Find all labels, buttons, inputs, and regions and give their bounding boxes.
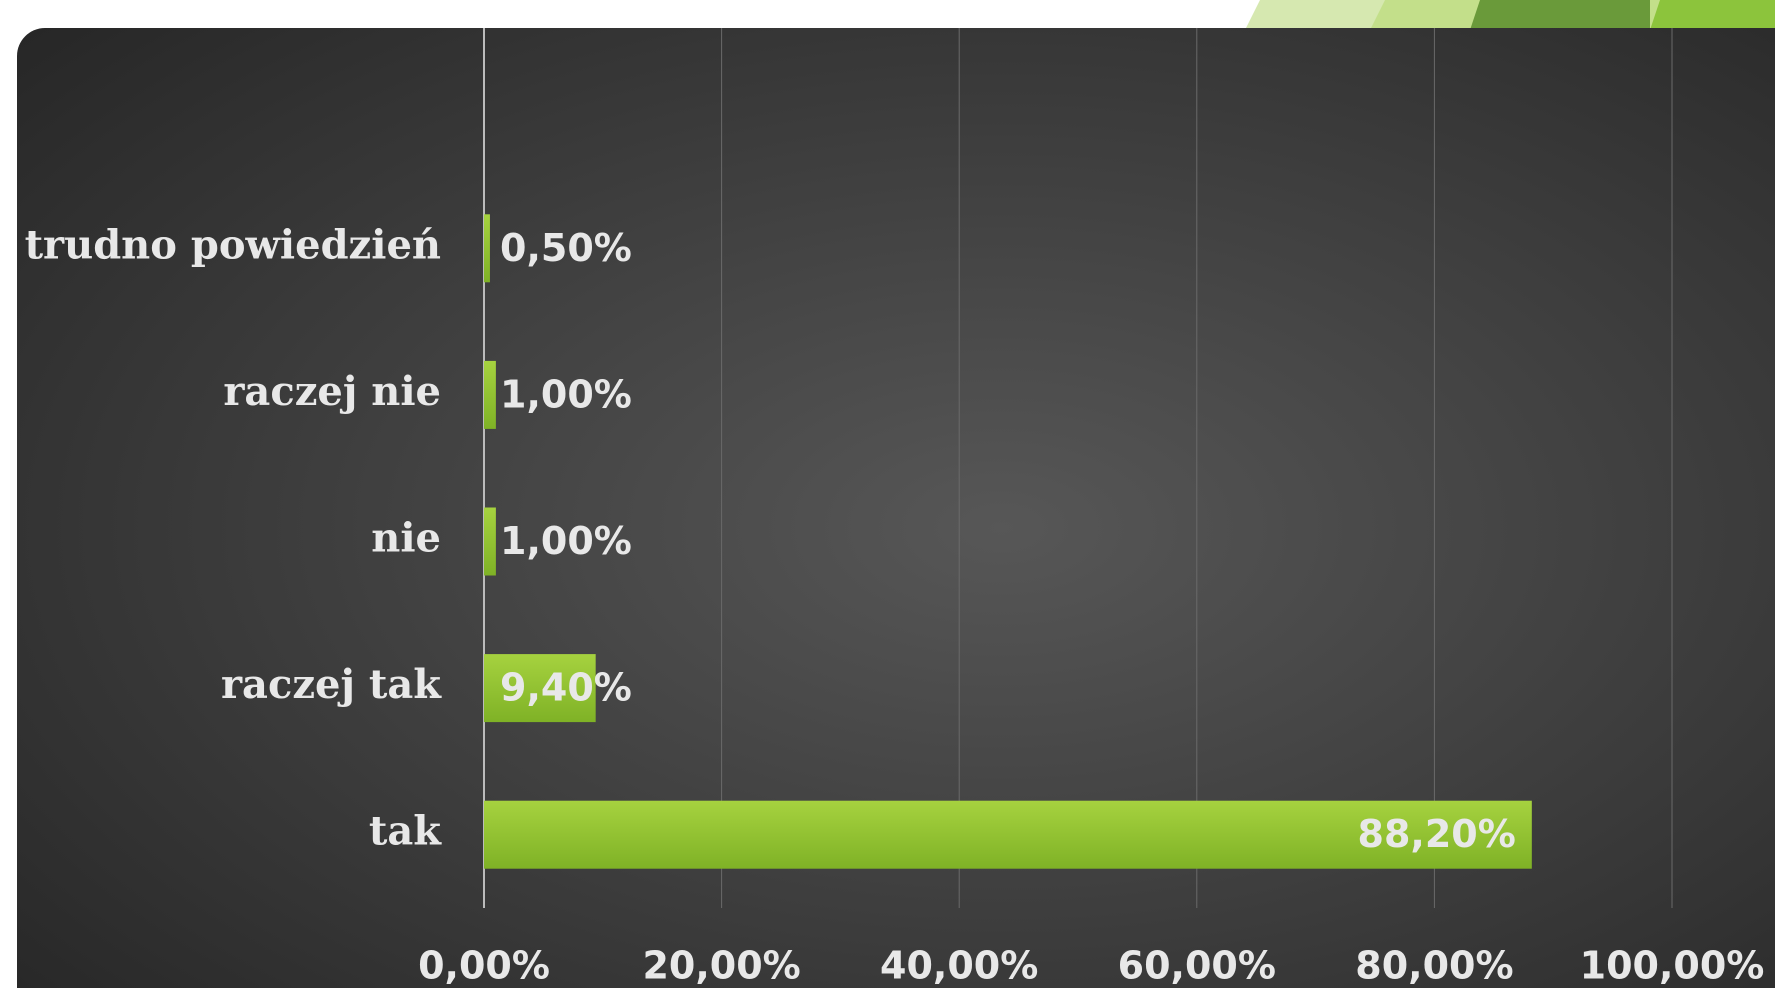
category-label: nie xyxy=(371,515,441,562)
bar xyxy=(484,800,1532,869)
x-tick-label: 60,00% xyxy=(1118,944,1276,988)
x-tick-label: 100,00% xyxy=(1580,944,1765,988)
category-label: raczej nie xyxy=(223,368,441,415)
category-label: raczej tak xyxy=(221,661,442,708)
x-tick-label: 40,00% xyxy=(880,944,1038,988)
category-label: tak xyxy=(369,808,442,855)
value-label: 1,00% xyxy=(500,372,632,416)
bar xyxy=(484,214,490,283)
x-tick-label: 20,00% xyxy=(642,944,800,988)
bar xyxy=(484,360,496,429)
value-label: 0,50% xyxy=(500,226,632,270)
decoration xyxy=(1245,0,1775,30)
bar xyxy=(484,654,596,723)
x-tick-label: 80,00% xyxy=(1355,944,1513,988)
value-label: 88,20% xyxy=(1358,812,1516,856)
bar xyxy=(484,507,496,576)
category-label: trudno powiedzień xyxy=(25,221,441,268)
plot-panel xyxy=(17,28,1775,988)
value-label: 9,40% xyxy=(500,666,632,710)
x-tick-label: 0,00% xyxy=(418,944,550,988)
value-label: 1,00% xyxy=(500,519,632,563)
